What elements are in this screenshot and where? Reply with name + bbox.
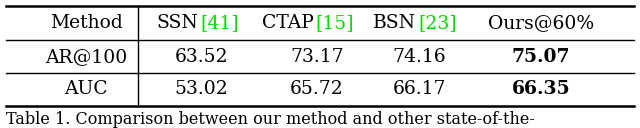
- Text: Method: Method: [50, 14, 123, 32]
- Text: SSN: SSN: [157, 14, 198, 32]
- Text: BSN: BSN: [373, 14, 416, 32]
- Text: 73.17: 73.17: [290, 48, 344, 66]
- Text: Ours@60%: Ours@60%: [488, 14, 594, 32]
- Text: AUC: AUC: [65, 80, 108, 98]
- Text: AR@100: AR@100: [45, 48, 127, 66]
- Text: 65.72: 65.72: [290, 80, 344, 98]
- Text: 63.52: 63.52: [175, 48, 228, 66]
- Text: CTAP: CTAP: [262, 14, 314, 32]
- Text: 53.02: 53.02: [175, 80, 228, 98]
- Text: [41]: [41]: [200, 14, 239, 32]
- Text: 66.17: 66.17: [392, 80, 446, 98]
- Text: 75.07: 75.07: [511, 48, 570, 66]
- Text: 74.16: 74.16: [392, 48, 446, 66]
- Text: [23]: [23]: [418, 14, 456, 32]
- Text: 66.35: 66.35: [511, 80, 570, 98]
- Text: Table 1. Comparison between our method and other state-of-the-: Table 1. Comparison between our method a…: [6, 111, 535, 128]
- Text: [15]: [15]: [316, 14, 354, 32]
